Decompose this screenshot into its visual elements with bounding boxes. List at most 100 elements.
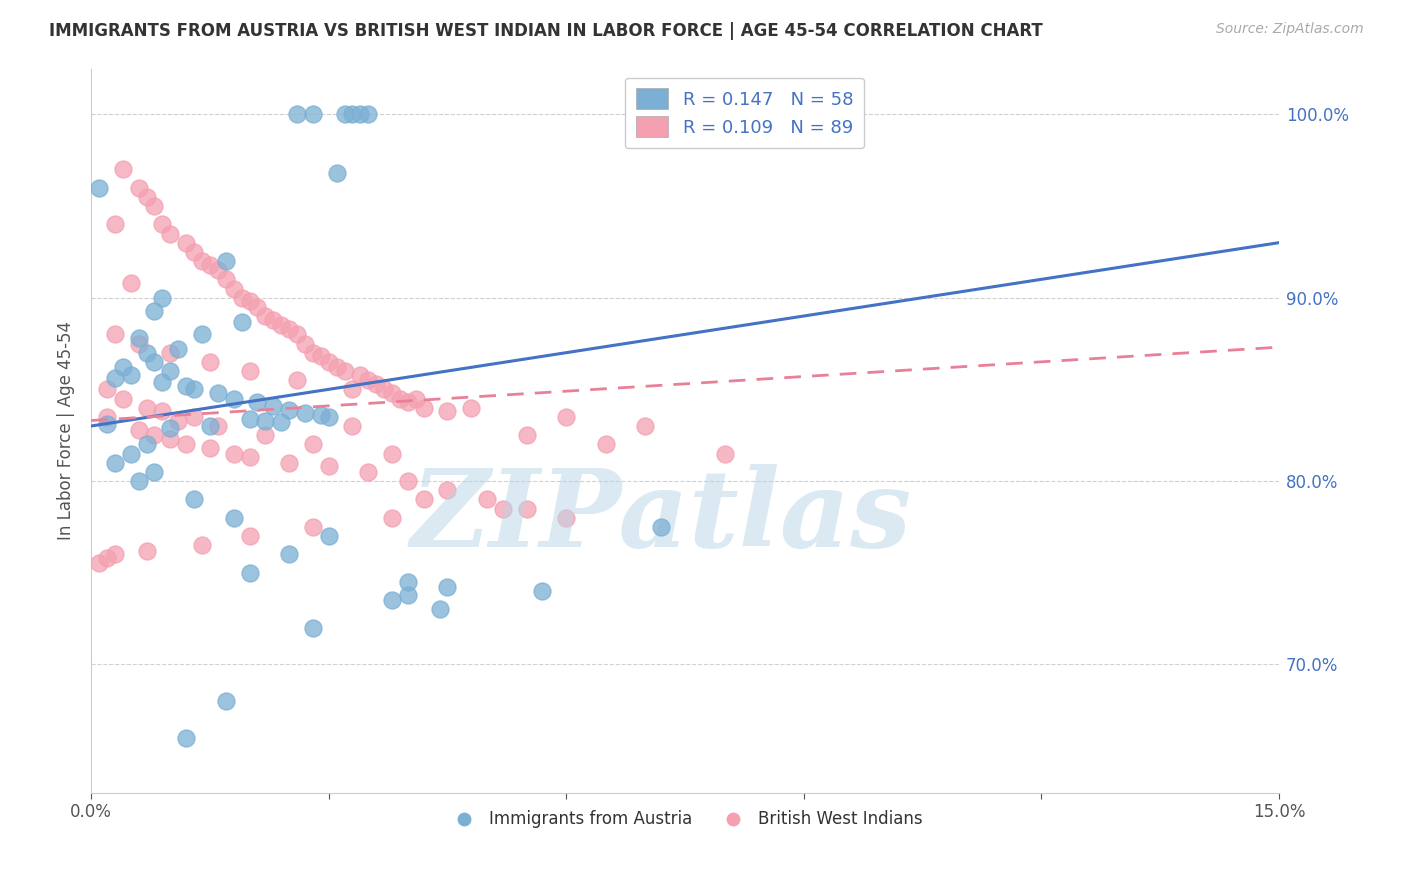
Point	[222, 392, 245, 406]
Point	[111, 162, 134, 177]
Point	[152, 375, 174, 389]
Point	[207, 263, 229, 277]
Legend: Immigrants from Austria, British West Indians: Immigrants from Austria, British West In…	[440, 804, 929, 835]
Text: ZIPatlas: ZIPatlas	[411, 465, 912, 571]
Point	[143, 465, 166, 479]
Point	[342, 382, 364, 396]
Point	[436, 404, 458, 418]
Point	[120, 276, 142, 290]
Point	[104, 456, 127, 470]
Point	[104, 327, 127, 342]
Point	[294, 406, 316, 420]
Point	[555, 409, 578, 424]
Point	[412, 401, 434, 415]
Point	[128, 423, 150, 437]
Point	[531, 584, 554, 599]
Point	[152, 291, 174, 305]
Point	[516, 501, 538, 516]
Point	[135, 543, 157, 558]
Point	[278, 322, 301, 336]
Point	[104, 547, 127, 561]
Point	[285, 107, 308, 121]
Point	[318, 529, 340, 543]
Point	[159, 227, 181, 241]
Point	[309, 349, 332, 363]
Point	[135, 345, 157, 359]
Point	[278, 547, 301, 561]
Point	[159, 421, 181, 435]
Point	[595, 437, 617, 451]
Point	[159, 345, 181, 359]
Point	[128, 336, 150, 351]
Point	[381, 446, 404, 460]
Point	[207, 386, 229, 401]
Point	[215, 254, 238, 268]
Point	[183, 244, 205, 259]
Point	[238, 450, 260, 465]
Point	[135, 401, 157, 415]
Point	[475, 492, 498, 507]
Point	[436, 483, 458, 498]
Point	[318, 459, 340, 474]
Point	[262, 312, 284, 326]
Point	[167, 413, 190, 427]
Point	[357, 373, 380, 387]
Point	[135, 437, 157, 451]
Point	[516, 428, 538, 442]
Point	[96, 409, 118, 424]
Point	[159, 432, 181, 446]
Point	[207, 419, 229, 434]
Point	[246, 300, 269, 314]
Point	[429, 602, 451, 616]
Point	[128, 180, 150, 194]
Point	[333, 107, 356, 121]
Point	[357, 107, 380, 121]
Point	[285, 373, 308, 387]
Point	[222, 281, 245, 295]
Point	[278, 456, 301, 470]
Point	[318, 355, 340, 369]
Point	[183, 382, 205, 396]
Point	[357, 465, 380, 479]
Point	[238, 364, 260, 378]
Point	[262, 399, 284, 413]
Point	[396, 588, 419, 602]
Point	[198, 355, 221, 369]
Point	[198, 441, 221, 455]
Point	[231, 314, 253, 328]
Point	[152, 404, 174, 418]
Point	[135, 190, 157, 204]
Point	[238, 411, 260, 425]
Point	[159, 364, 181, 378]
Point	[120, 446, 142, 460]
Point	[381, 593, 404, 607]
Point	[396, 574, 419, 589]
Point	[254, 428, 277, 442]
Point	[294, 336, 316, 351]
Point	[302, 520, 325, 534]
Point	[342, 107, 364, 121]
Point	[174, 235, 197, 250]
Point	[270, 415, 292, 429]
Point	[87, 180, 110, 194]
Point	[231, 291, 253, 305]
Y-axis label: In Labor Force | Age 45-54: In Labor Force | Age 45-54	[58, 321, 75, 540]
Point	[333, 364, 356, 378]
Point	[222, 446, 245, 460]
Point	[325, 166, 347, 180]
Point	[143, 355, 166, 369]
Point	[373, 382, 395, 396]
Point	[302, 345, 325, 359]
Point	[120, 368, 142, 382]
Point	[198, 258, 221, 272]
Point	[174, 378, 197, 392]
Point	[96, 417, 118, 432]
Point	[555, 510, 578, 524]
Point	[342, 419, 364, 434]
Point	[128, 474, 150, 488]
Point	[278, 402, 301, 417]
Point	[96, 382, 118, 396]
Point	[183, 492, 205, 507]
Point	[436, 580, 458, 594]
Point	[87, 557, 110, 571]
